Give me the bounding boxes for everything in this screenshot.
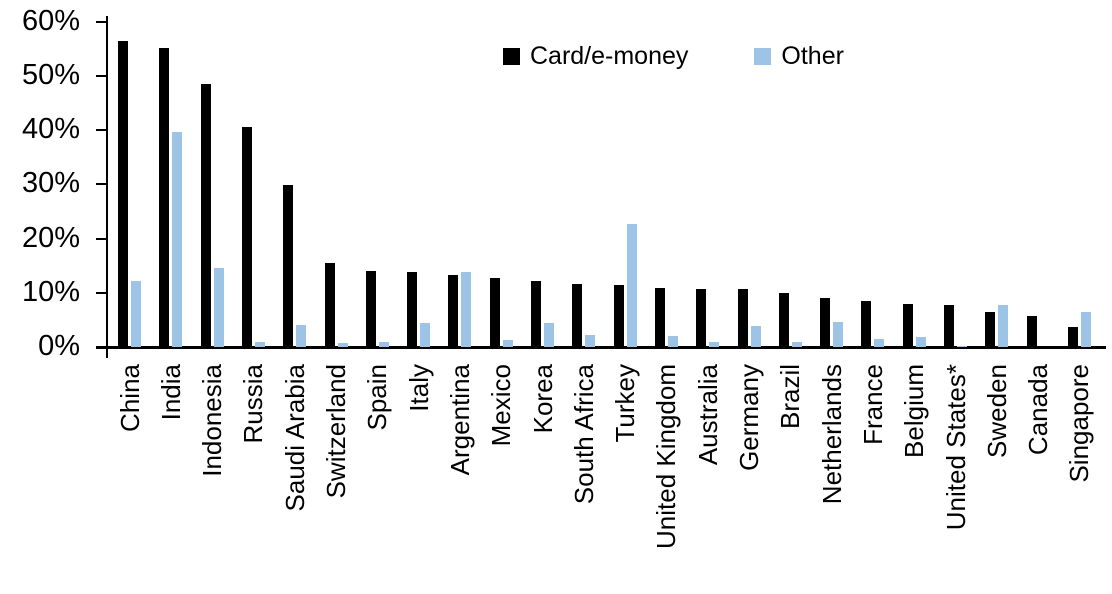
bar-card-e-money: [531, 281, 541, 347]
bar-card-e-money: [365, 270, 376, 347]
y-axis-tick: [96, 74, 106, 77]
x-axis-label: Belgium: [899, 364, 930, 458]
y-axis-line: [106, 16, 108, 351]
x-axis-label: Saudi Arabia: [279, 364, 310, 512]
x-axis-label: United Kingdom: [651, 364, 682, 549]
x-axis-origin-tick: [106, 349, 108, 358]
y-axis-tick: [96, 129, 106, 131]
x-axis-label: Netherlands: [816, 364, 847, 505]
bar-other: [585, 334, 596, 347]
y-axis-tick-label: 30%: [21, 167, 80, 200]
y-axis-tick-label: 60%: [21, 4, 80, 37]
bar-card-e-money: [696, 288, 707, 347]
bar-card-e-money: [1067, 326, 1078, 347]
legend-label-card-e-money: Card/e-money: [530, 42, 689, 70]
bar-card-e-money: [861, 300, 872, 347]
bar-other: [213, 268, 224, 347]
bar-card-e-money: [613, 284, 624, 347]
bar-card-e-money: [324, 263, 335, 347]
bar-card-e-money: [448, 275, 459, 347]
bar-card-e-money: [283, 185, 294, 347]
x-axis-label: Italy: [403, 364, 434, 412]
x-axis-label: Turkey: [610, 364, 641, 443]
x-axis-label: India: [155, 364, 186, 421]
x-axis-label: Canada: [1023, 364, 1054, 456]
y-axis-tick: [96, 183, 106, 186]
x-axis-label: Australia: [692, 364, 723, 466]
bar-card-e-money: [489, 277, 500, 347]
x-axis-label: Spain: [362, 364, 393, 431]
bar-card-e-money: [118, 41, 128, 347]
x-axis-label: South Africa: [568, 364, 599, 505]
bar-other: [131, 280, 141, 347]
x-axis-label: Singapore: [1064, 364, 1095, 483]
x-axis-label: Switzerland: [321, 364, 351, 499]
x-axis-label: Sweden: [981, 364, 1012, 458]
y-axis-tick-label: 20%: [21, 221, 80, 254]
y-axis-tick-label: 40%: [21, 113, 80, 145]
bar-other: [750, 325, 761, 347]
bar-card-e-money: [902, 303, 913, 347]
x-axis-line: [96, 346, 1106, 349]
bar-other: [420, 323, 431, 347]
bar-other: [1080, 312, 1091, 347]
bar-other: [998, 304, 1009, 347]
x-axis-label: Indonesia: [197, 364, 228, 477]
x-axis-label: France: [857, 364, 888, 445]
legend-swatch-other: [754, 48, 772, 65]
bar-other: [254, 342, 265, 347]
x-axis-label: Mexico: [486, 364, 517, 447]
bar-card-e-money: [572, 284, 583, 347]
bar-other: [461, 272, 472, 347]
bar-other: [667, 335, 678, 347]
bar-other: [874, 339, 885, 347]
bar-other: [915, 336, 926, 347]
x-axis-label: Brazil: [775, 364, 806, 430]
x-axis-label: China: [114, 364, 145, 432]
y-axis-tick-label: 50%: [21, 58, 80, 91]
bar-other: [172, 131, 183, 347]
x-axis-label: Argentina: [444, 364, 475, 476]
x-axis-label: Russia: [238, 364, 269, 444]
y-axis-tick: [96, 291, 106, 294]
y-axis-tick-label: 0%: [38, 330, 80, 362]
x-axis-label: United States*: [940, 364, 971, 531]
bar-card-e-money: [407, 271, 418, 347]
legend-swatch-card-e-money: [503, 48, 520, 65]
bar-card-e-money: [778, 293, 789, 347]
bar-card-e-money: [1026, 315, 1037, 347]
bar-card-e-money: [200, 84, 211, 347]
bar-card-e-money: [241, 126, 252, 347]
bar-card-e-money: [985, 312, 996, 347]
bar-card-e-money: [820, 297, 831, 347]
bar-other: [709, 342, 720, 347]
legend-item-other: Other: [754, 42, 844, 71]
bar-card-e-money: [944, 305, 954, 347]
x-axis-label: Germany: [734, 364, 764, 471]
bar-card-e-money: [737, 289, 748, 347]
bar-other: [502, 340, 513, 347]
bar-other: [378, 342, 389, 347]
bar-other: [791, 341, 802, 347]
y-axis-tick-label: 10%: [21, 275, 80, 308]
bar-other: [337, 343, 348, 347]
bar-other: [957, 345, 967, 347]
bar-other: [544, 323, 554, 347]
legend-label-other: Other: [781, 42, 844, 70]
bar-card-e-money: [159, 48, 170, 347]
bar-other: [833, 322, 844, 347]
y-axis-tick: [96, 237, 106, 240]
x-axis-label: Korea: [527, 364, 558, 434]
y-axis-tick: [96, 20, 106, 23]
chart-legend: Card/e-money Other: [503, 42, 844, 71]
bar-other: [296, 325, 307, 347]
bar-other: [626, 224, 637, 347]
legend-item-card-e-money: Card/e-money: [503, 42, 688, 71]
bar-card-e-money: [654, 287, 665, 347]
